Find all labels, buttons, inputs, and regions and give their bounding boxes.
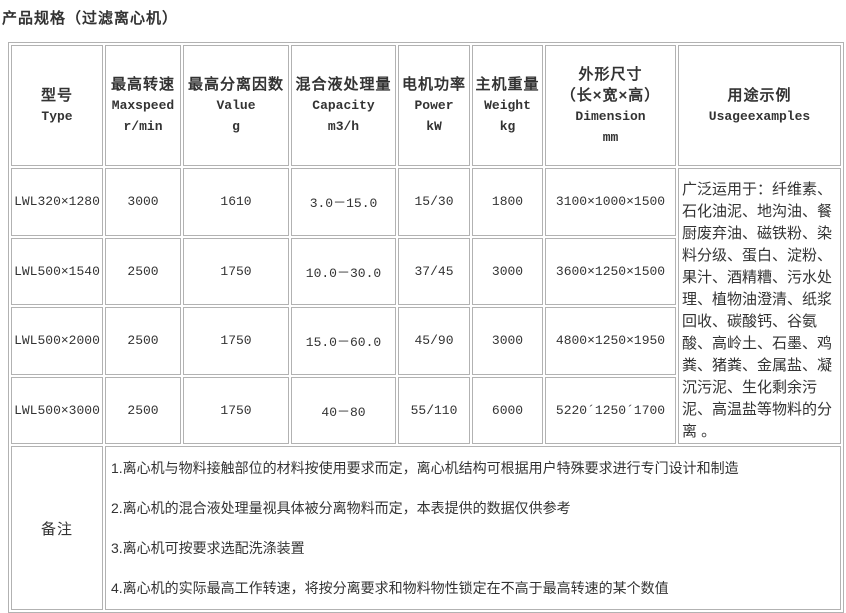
maxspeed-cell: 2500 xyxy=(105,307,181,375)
col-header-weight-en: Weight xyxy=(484,98,531,113)
separation-factor-cell: 1750 xyxy=(183,237,289,305)
remark-line-1: 1.离心机与物料接触部位的材料按使用要求而定，离心机结构可根据用户特殊要求进行专… xyxy=(111,460,739,476)
col-header-power: 电机功率 Power kW xyxy=(398,45,470,166)
remark-line-4: 4.离心机的实际最高工作转速，将按分离要求和物料物性锁定在不高于最高转速的某个数… xyxy=(111,580,669,596)
col-header-capacity-unit: m3/h xyxy=(327,119,360,134)
separation-factor-cell: 1750 xyxy=(183,307,289,375)
remark-line-2: 2.离心机的混合液处理量视具体被分离物料而定，本表提供的数据仅供参考 xyxy=(111,500,571,516)
col-header-dimension-en: Dimension xyxy=(575,108,646,124)
remarks-content: 1.离心机与物料接触部位的材料按使用要求而定，离心机结构可根据用户特殊要求进行专… xyxy=(105,446,841,610)
remarks-row: 备注 1.离心机与物料接触部位的材料按使用要求而定，离心机结构可根据用户特殊要求… xyxy=(11,446,841,610)
col-header-dimension: 外形尺寸 （长×宽×高） Dimension mm xyxy=(545,45,676,166)
col-header-model-cn: 型号 xyxy=(40,86,73,104)
product-spec-table: 型号 Type 最高转速 Maxspeed r/min 最高分离因数 Value… xyxy=(8,42,844,613)
table-row-lwl500x3000: LWL500×3000 2500 1750 40－80 55/110 6000 … xyxy=(11,376,841,444)
power-cell: 15/30 xyxy=(398,168,470,236)
usage-examples-cell: 广泛运用于：纤维素、石化油泥、地沟油、餐厨废弃油、磁铁粉、染料分级、蛋白、淀粉、… xyxy=(678,168,841,444)
col-header-maxspeed-cn: 最高转速 xyxy=(110,76,175,93)
table-row-lwl320x1280: LWL320×1280 3000 1610 3.0－15.0 15/30 180… xyxy=(11,168,841,444)
col-header-power-unit: kW xyxy=(426,119,442,134)
col-header-power-en: Power xyxy=(414,98,454,113)
capacity-cell: 3.0－15.0 xyxy=(291,168,396,236)
maxspeed-cell: 3000 xyxy=(105,168,181,236)
table-row-lwl500x1540: LWL500×1540 2500 1750 10.0－30.0 37/45 30… xyxy=(11,237,841,305)
col-header-dimension-unit: mm xyxy=(602,129,619,145)
col-header-separation-factor-cn: 最高分离因数 xyxy=(187,76,284,93)
dimension-cell: 4800×1250×1950 xyxy=(545,307,676,375)
weight-cell: 6000 xyxy=(472,376,543,444)
dimension-cell: 5220´1250´1700 xyxy=(545,376,676,444)
col-header-usage-en: Usageexamples xyxy=(708,108,811,124)
separation-factor-cell: 1750 xyxy=(183,376,289,444)
col-header-maxspeed-en: Maxspeed xyxy=(111,98,175,113)
maxspeed-cell: 2500 xyxy=(105,376,181,444)
col-header-maxspeed-unit: r/min xyxy=(123,119,163,134)
capacity-cell: 40－80 xyxy=(291,376,396,444)
power-cell: 55/110 xyxy=(398,376,470,444)
power-cell: 37/45 xyxy=(398,237,470,305)
weight-cell: 3000 xyxy=(472,237,543,305)
separation-factor-cell: 1610 xyxy=(183,168,289,236)
model-cell: LWL320×1280 xyxy=(11,168,103,236)
col-header-capacity: 混合液处理量 Capacity m3/h xyxy=(291,45,396,166)
dimension-cell: 3600×1250×1500 xyxy=(545,237,676,305)
power-cell: 45/90 xyxy=(398,307,470,375)
col-header-model: 型号 Type xyxy=(11,45,103,166)
dimension-cell: 3100×1000×1500 xyxy=(545,168,676,236)
col-header-capacity-cn: 混合液处理量 xyxy=(295,76,392,93)
weight-cell: 3000 xyxy=(472,307,543,375)
col-header-separation-factor-unit: g xyxy=(232,119,240,134)
col-header-model-en: Type xyxy=(41,108,73,124)
col-header-weight: 主机重量 Weight kg xyxy=(472,45,543,166)
col-header-dimension-cn: 外形尺寸 xyxy=(578,65,643,83)
model-cell: LWL500×3000 xyxy=(11,376,103,444)
capacity-cell: 15.0－60.0 xyxy=(291,307,396,375)
col-header-capacity-en: Capacity xyxy=(312,98,375,113)
col-header-dimension-cn2: （长×宽×高） xyxy=(560,86,661,104)
model-cell: LWL500×1540 xyxy=(11,237,103,305)
col-header-weight-unit: kg xyxy=(499,119,516,134)
table-row-lwl500x2000: LWL500×2000 2500 1750 15.0－60.0 45/90 30… xyxy=(11,307,841,375)
remark-line-3: 3.离心机可按要求选配洗涤装置 xyxy=(111,540,305,556)
col-header-separation-factor: 最高分离因数 Value g xyxy=(183,45,289,166)
col-header-usage-cn: 用途示例 xyxy=(727,86,792,104)
col-header-usage: 用途示例 Usageexamples xyxy=(678,45,841,166)
remarks-label: 备注 xyxy=(11,446,103,610)
table-header-row: 型号 Type 最高转速 Maxspeed r/min 最高分离因数 Value… xyxy=(11,45,841,166)
col-header-separation-factor-en: Value xyxy=(216,98,256,113)
col-header-power-cn: 电机功率 xyxy=(401,76,466,93)
capacity-cell: 10.0－30.0 xyxy=(291,237,396,305)
weight-cell: 1800 xyxy=(472,168,543,236)
col-header-maxspeed: 最高转速 Maxspeed r/min xyxy=(105,45,181,166)
maxspeed-cell: 2500 xyxy=(105,237,181,305)
model-cell: LWL500×2000 xyxy=(11,307,103,375)
page-title: 产品规格（过滤离心机） xyxy=(2,10,179,27)
col-header-weight-cn: 主机重量 xyxy=(475,76,540,93)
